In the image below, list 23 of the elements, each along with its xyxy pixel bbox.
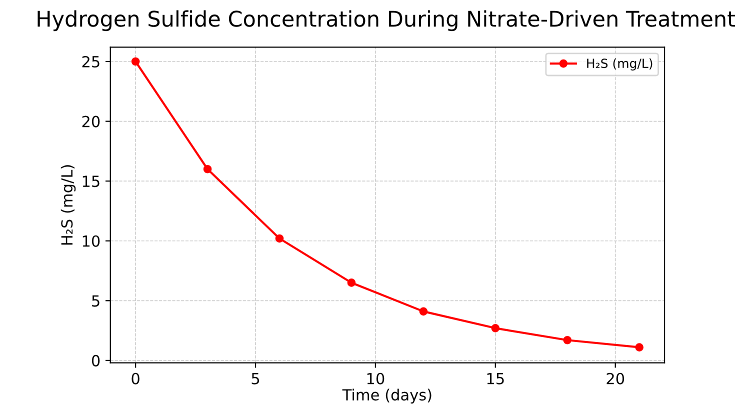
point (131, 57, 140, 66)
y-tick-label: 25 (82, 56, 100, 68)
legend-label: H₂S (mg/L) (587, 58, 652, 70)
y-tick-label: 15 (82, 176, 100, 188)
x-tick-label: 5 (252, 373, 260, 384)
x-tick-label: 15 (487, 373, 504, 384)
point (419, 307, 428, 316)
point (491, 324, 500, 332)
x-tick-label: 20 (606, 372, 624, 384)
chart-title: Hydrogen Sulfide Concentration During Nitrate-Driven Treatment (38, 10, 735, 32)
x-axis-title: Time (days) (342, 388, 432, 404)
y-tick-label: 20 (82, 116, 100, 128)
y-tick-label: 5 (92, 295, 100, 307)
x-tick-label: 0 (132, 372, 140, 384)
y-tick-label: 10 (82, 235, 100, 247)
point (563, 336, 572, 344)
y-tick-label: 0 (92, 354, 100, 366)
point (347, 278, 356, 287)
point (203, 164, 212, 174)
x-tick-label: 10 (367, 372, 384, 384)
y-axis-title: H₂S (mg/L) (60, 165, 76, 245)
point (275, 234, 284, 243)
point (635, 343, 644, 352)
